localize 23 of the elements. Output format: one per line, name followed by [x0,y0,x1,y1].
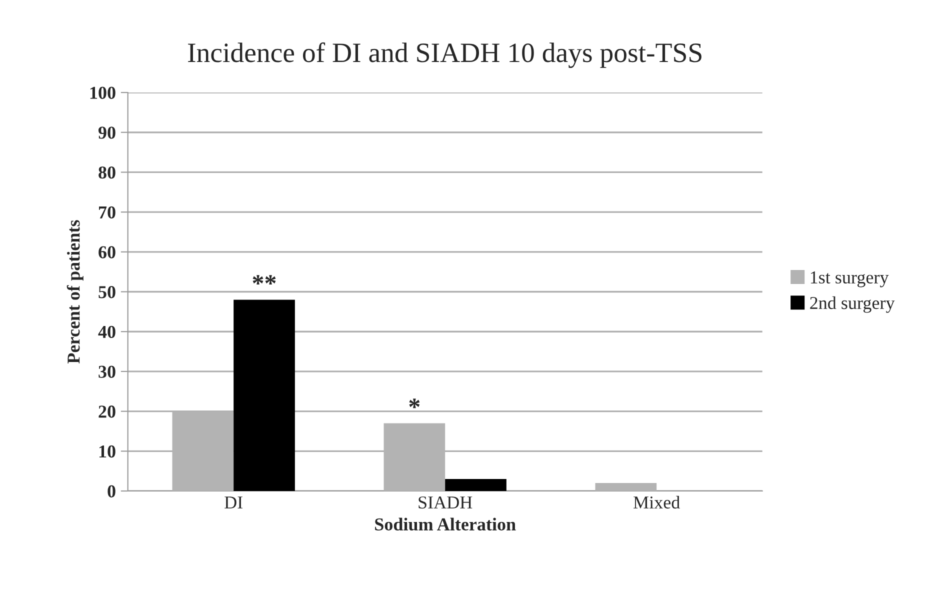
y-tick-label: 90 [98,126,116,139]
x-tick-label: Mixed [634,496,680,509]
y-tick-label: 40 [98,326,116,338]
y-tick-label: 60 [98,246,116,258]
legend-label: 2nd surgery [810,296,895,313]
bar [234,300,295,492]
y-axis-title: Percent of patients [66,220,84,364]
y-tick-label: 10 [99,445,116,458]
y-tick-label: 80 [98,166,116,179]
annotation: * [409,398,420,408]
legend-label: 1st surgery [810,271,889,288]
y-tick-label: 70 [99,206,116,218]
x-axis-title: Sodium Alteration [375,518,516,531]
chart-title: Incidence of DI and SIADH 10 days post-TSS [188,42,702,68]
annotation: ** [252,275,276,285]
x-tick-label: DI [224,496,242,508]
y-tick-label: 0 [108,485,116,498]
bar [445,479,506,492]
y-tick-label: 20 [98,406,116,418]
y-tick-label: 50 [98,286,116,298]
y-tick-label: 100 [90,86,116,99]
x-tick-label: SIADH [418,496,472,509]
y-tick-label: 30 [98,366,116,378]
